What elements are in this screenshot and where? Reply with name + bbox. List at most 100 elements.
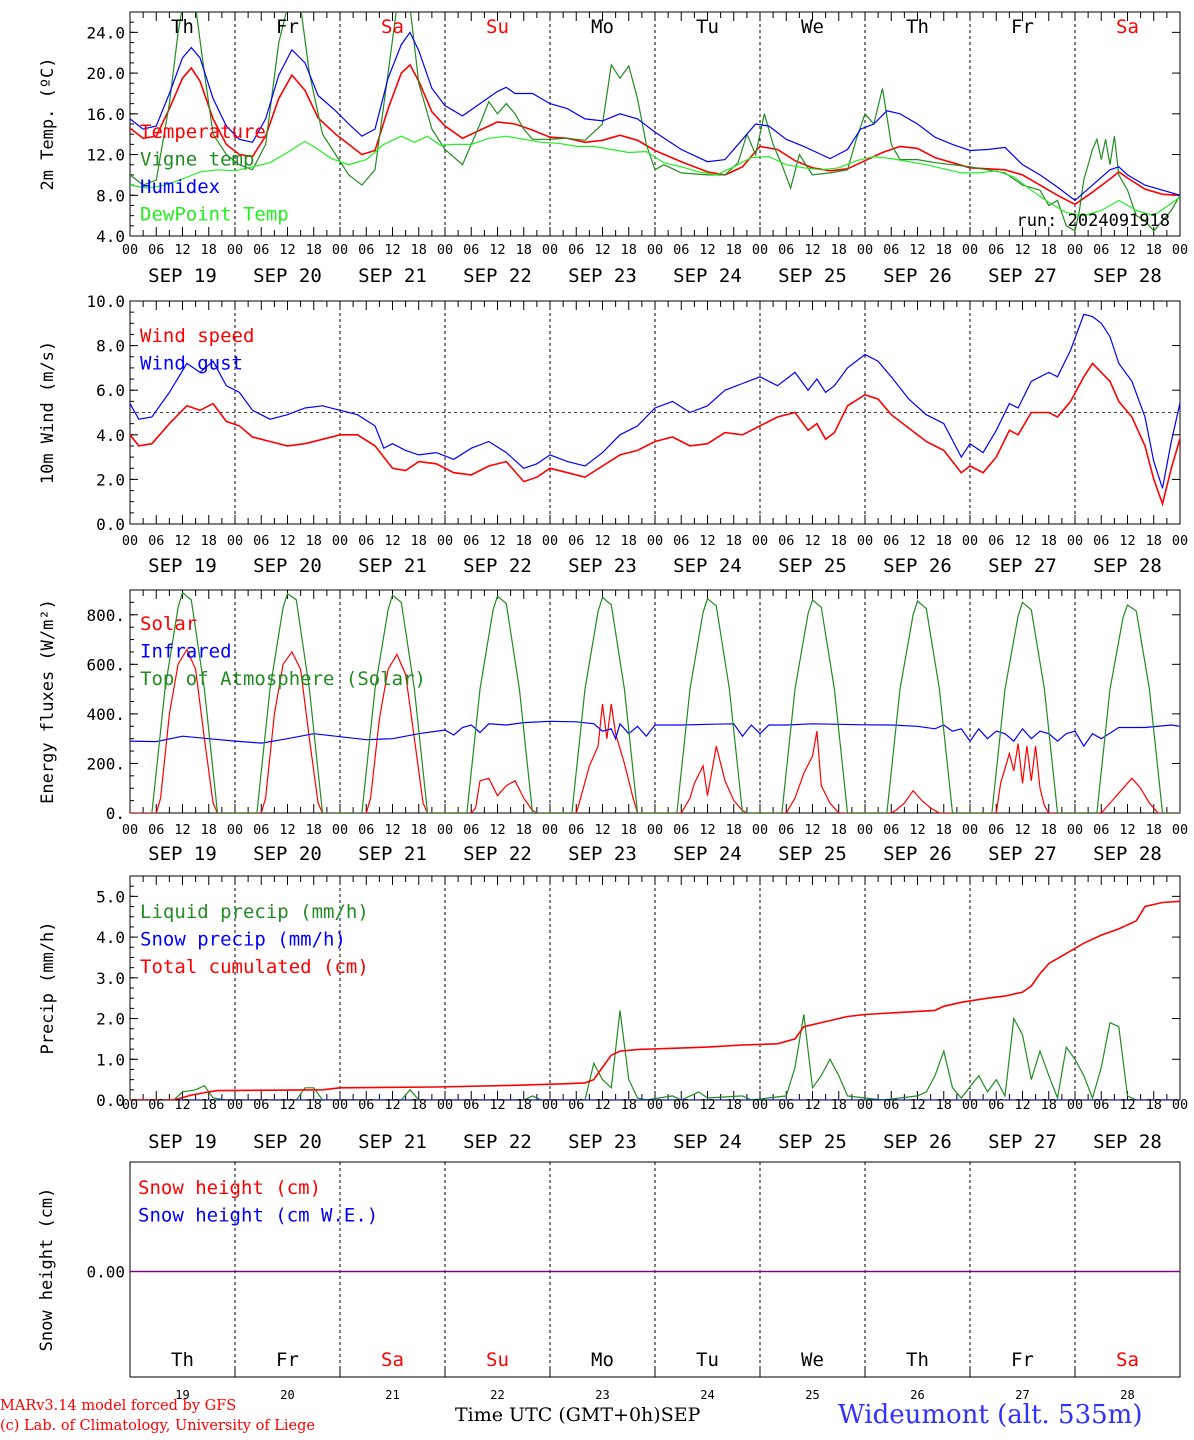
y-tick-label: 1.0 bbox=[96, 1050, 125, 1069]
date-label: SEP 22 bbox=[463, 1131, 532, 1153]
y-tick-label: 12.0 bbox=[86, 146, 125, 165]
hour-tick-label: 12 bbox=[279, 533, 295, 549]
hour-tick-label: 00 bbox=[227, 533, 243, 549]
legend-dewpoint-temp: DewPoint Temp bbox=[140, 204, 289, 226]
hour-tick-label: 18 bbox=[516, 242, 532, 258]
hour-tick-label: 18 bbox=[411, 822, 427, 838]
hour-tick-label: 18 bbox=[831, 242, 847, 258]
hour-tick-label: 00 bbox=[332, 822, 348, 838]
y-axis-label: 10m Wind (m/s) bbox=[38, 341, 58, 484]
hour-tick-label: 00 bbox=[752, 533, 768, 549]
date-label: SEP 25 bbox=[778, 843, 847, 865]
series-solar bbox=[130, 648, 1180, 813]
hour-tick-label: 06 bbox=[463, 533, 479, 549]
legend-total-cumulated-cm: Total cumulated (cm) bbox=[140, 956, 369, 978]
hour-tick-label: 18 bbox=[936, 533, 952, 549]
y-tick-label: 16.0 bbox=[86, 105, 125, 124]
hour-tick-label: 06 bbox=[1093, 822, 1109, 838]
hour-tick-label: 18 bbox=[831, 1097, 847, 1113]
hour-tick-label: 00 bbox=[962, 822, 978, 838]
hour-tick-label: 00 bbox=[1172, 1097, 1188, 1113]
hour-tick-label: 18 bbox=[306, 1097, 322, 1113]
date-label: SEP 26 bbox=[883, 1131, 952, 1153]
hour-tick-label: 06 bbox=[568, 1097, 584, 1113]
y-tick-label: 4.0 bbox=[96, 227, 125, 246]
y-axis-label: Snow height (cm) bbox=[37, 1188, 57, 1352]
hour-tick-label: 06 bbox=[568, 822, 584, 838]
hour-tick-label: 12 bbox=[279, 1097, 295, 1113]
hour-tick-label: 18 bbox=[516, 1097, 532, 1113]
hour-tick-label: 00 bbox=[1172, 822, 1188, 838]
y-tick-label: 0.0 bbox=[96, 515, 125, 534]
hour-tick-label: 00 bbox=[857, 242, 873, 258]
hour-tick-label: 06 bbox=[988, 533, 1004, 549]
hour-tick-label: 06 bbox=[673, 822, 689, 838]
weekday-label: Sa bbox=[1116, 1349, 1139, 1371]
hour-tick-label: 12 bbox=[594, 242, 610, 258]
date-label: SEP 27 bbox=[988, 555, 1057, 577]
y-tick-label: 200. bbox=[86, 754, 125, 773]
hour-tick-label: 18 bbox=[411, 1097, 427, 1113]
y-tick-label: 0.00 bbox=[86, 1263, 125, 1282]
date-label: SEP 26 bbox=[883, 265, 952, 287]
y-tick-label: 0.0 bbox=[96, 1091, 125, 1110]
hour-tick-label: 00 bbox=[542, 242, 558, 258]
hour-tick-label: 12 bbox=[1014, 822, 1030, 838]
y-tick-label: 5.0 bbox=[96, 887, 125, 906]
hour-tick-label: 06 bbox=[148, 533, 164, 549]
legend-humidex: Humidex bbox=[140, 176, 220, 198]
hour-tick-label: 00 bbox=[1067, 1097, 1083, 1113]
hour-tick-label: 18 bbox=[1146, 822, 1162, 838]
hour-tick-label: 12 bbox=[594, 533, 610, 549]
hour-tick-label: 00 bbox=[647, 822, 663, 838]
hour-tick-label: 00 bbox=[542, 822, 558, 838]
hour-tick-label: 00 bbox=[122, 533, 138, 549]
station-label: Wideumont (alt. 535m) bbox=[838, 1400, 1143, 1430]
hour-tick-label: 18 bbox=[831, 533, 847, 549]
hour-tick-label: 06 bbox=[673, 1097, 689, 1113]
hour-tick-label: 18 bbox=[516, 533, 532, 549]
hour-tick-label: 00 bbox=[332, 1097, 348, 1113]
date-label: SEP 20 bbox=[253, 265, 322, 287]
hour-tick-label: 18 bbox=[726, 242, 742, 258]
date-label: SEP 24 bbox=[673, 555, 742, 577]
hour-tick-label: 00 bbox=[437, 1097, 453, 1113]
hour-tick-label: 00 bbox=[1172, 242, 1188, 258]
hour-tick-label: 06 bbox=[358, 533, 374, 549]
day-number-label: 26 bbox=[910, 1388, 924, 1402]
series-dewpoint-temp bbox=[130, 135, 1180, 217]
weekday-label: Tu bbox=[696, 1349, 719, 1371]
series-wind-speed bbox=[130, 362, 1180, 507]
hour-tick-label: 18 bbox=[201, 533, 217, 549]
y-tick-label: 0. bbox=[106, 804, 125, 823]
date-label: SEP 27 bbox=[988, 1131, 1057, 1153]
hour-tick-label: 06 bbox=[568, 533, 584, 549]
hour-tick-label: 06 bbox=[358, 242, 374, 258]
hour-tick-label: 12 bbox=[804, 242, 820, 258]
series-total-cumulated-cm bbox=[130, 900, 1180, 1100]
hour-tick-label: 00 bbox=[122, 1097, 138, 1113]
hour-tick-label: 00 bbox=[227, 242, 243, 258]
date-label: SEP 19 bbox=[148, 1131, 217, 1153]
hour-tick-label: 18 bbox=[306, 533, 322, 549]
hour-tick-label: 12 bbox=[1119, 533, 1135, 549]
date-label: SEP 26 bbox=[883, 555, 952, 577]
weekday-label: Th bbox=[171, 16, 194, 38]
legend-liquid-precip-mm-h: Liquid precip (mm/h) bbox=[140, 901, 369, 923]
hour-tick-label: 00 bbox=[647, 533, 663, 549]
weekday-label: Tu bbox=[696, 16, 719, 38]
weekday-label: Th bbox=[906, 16, 929, 38]
date-label: SEP 20 bbox=[253, 555, 322, 577]
hour-tick-label: 06 bbox=[778, 822, 794, 838]
hour-tick-label: 06 bbox=[358, 1097, 374, 1113]
weekday-label: Fr bbox=[276, 1349, 299, 1371]
hour-tick-label: 12 bbox=[279, 242, 295, 258]
day-number-label: 19 bbox=[175, 1388, 189, 1402]
y-tick-label: 2.0 bbox=[96, 470, 125, 489]
weekday-label: Fr bbox=[1011, 1349, 1034, 1371]
hour-tick-label: 00 bbox=[1067, 242, 1083, 258]
weekday-label: Mo bbox=[591, 16, 614, 38]
hour-tick-label: 00 bbox=[647, 1097, 663, 1113]
hour-tick-label: 18 bbox=[621, 822, 637, 838]
